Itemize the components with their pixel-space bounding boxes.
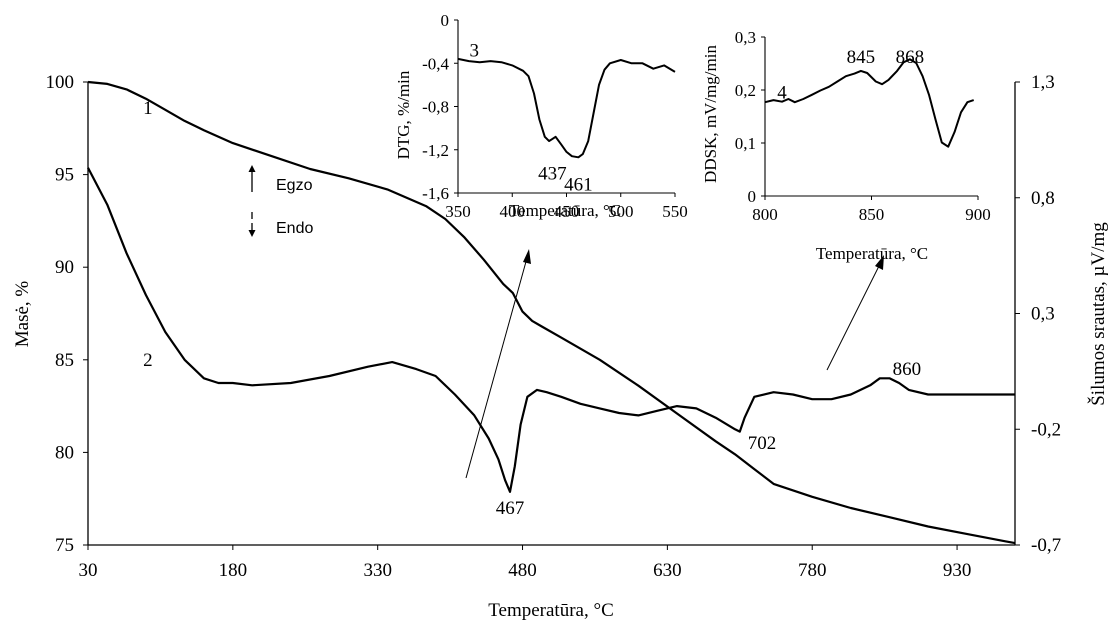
x-tick-label: 480 (508, 560, 537, 581)
ddsk-annotation-label: 845 (847, 47, 876, 68)
ddsk-x-tick-label: 850 (859, 205, 885, 224)
dtg-x-axis-title: Temperatūra, °C (509, 201, 621, 220)
ddsk-y-tick-label: 0,2 (735, 81, 756, 100)
y-tick-label: 100 (46, 72, 75, 93)
annotation-label: 1 (143, 98, 153, 119)
dtg-y-tick-label: -1,2 (422, 141, 449, 160)
ddsk-x-tick-label: 800 (752, 205, 778, 224)
main-chart: 30 180 330 480 630 780 930 75 80 85 90 95 100 -0,7 -… (12, 72, 1109, 621)
ddsk-y-tick-label: 0 (748, 187, 757, 206)
x-tick-label: 180 (219, 560, 248, 581)
ddsk-annotation-label: 4 (777, 83, 787, 104)
y-tick-label: 80 (55, 442, 74, 463)
y-tick-label: 85 (55, 350, 74, 371)
x-axis-title: Temperatūra, °C (488, 600, 614, 621)
ddsk-annotation-label: 868 (896, 47, 925, 68)
dtg-y-tick-label: 0 (441, 11, 450, 30)
x-tick-label: 30 (79, 560, 98, 581)
dtg-callout-arrowhead-icon (523, 249, 531, 264)
annotation-label: 2 (143, 350, 153, 371)
annotation-label: 702 (748, 433, 777, 454)
ddsk-inset-chart: 800 850 900 0 0,1 0,2 0,3 4 845 868 Temperatūra… (701, 28, 991, 263)
x-tick-label: 930 (943, 560, 972, 581)
dtg-callout-arrow (465, 257, 528, 479)
y2-tick-label: -0,7 (1031, 535, 1061, 556)
dtg-x-tick-label: 450 (554, 202, 580, 221)
dtg-y-tick-label: -0,4 (422, 54, 449, 73)
y-axis-title: Masė, % (12, 281, 33, 348)
annotation-label: 467 (496, 498, 525, 519)
ddsk-y-tick-label: 0,1 (735, 134, 756, 153)
dtg-annotation-label: 437 (538, 164, 567, 185)
dtg-y-tick-label: -0,8 (422, 98, 449, 117)
dtg-annotation-label: 3 (470, 40, 480, 61)
y-tick-label: 95 (55, 165, 74, 186)
dtg-x-tick-label: 500 (608, 202, 634, 221)
dtg-inset-chart: 350 400 450 500 550 -1,6 -1,2 -0,8 -0,4 0 3 43746… (394, 11, 688, 221)
dtg-x-tick-label: 350 (445, 202, 471, 221)
ddsk-y-axis-title: DDSK, mV/mg/min (701, 45, 720, 183)
y-tick-label: 75 (55, 535, 74, 556)
x-tick-label: 780 (798, 560, 827, 581)
y2-tick-label: 1,3 (1031, 72, 1055, 93)
heat-flow-direction-legend: Egzo Endo (248, 165, 313, 237)
dtg-y-axis-title: DTG, %/min (394, 70, 413, 159)
legend-egzo-label: Egzo (276, 177, 313, 194)
dtg-y-tick-label: -1,6 (422, 184, 449, 203)
x-tick-label: 330 (363, 560, 392, 581)
ddsk-callout-arrow (826, 263, 881, 371)
x-tick-label: 630 (653, 560, 682, 581)
dtg-series-line-3 (457, 57, 676, 159)
dtg-x-tick-label: 550 (662, 202, 688, 221)
egzo-arrowhead-icon (248, 165, 256, 172)
y2-tick-label: 0,3 (1031, 304, 1055, 325)
inset-callout-arrows (465, 249, 884, 479)
ddsk-x-tick-label: 900 (965, 205, 991, 224)
ddsk-callout-arrowhead-icon (875, 255, 884, 270)
y-tick-label: 90 (55, 257, 74, 278)
ddsk-x-axis-title: Temperatūra, °C (816, 244, 928, 263)
y2-axis-title: Šilumos srautas, µV/mg (1087, 222, 1109, 406)
ddsk-series-line-4 (764, 58, 975, 148)
dtg-x-tick-label: 400 (500, 202, 526, 221)
endo-arrowhead-icon (248, 230, 256, 237)
dtg-annotation-label: 461 (564, 174, 593, 195)
y2-tick-label: -0,2 (1031, 419, 1061, 440)
series-line-2 (87, 167, 1015, 493)
series-line-1 (87, 80, 1016, 545)
ddsk-y-tick-label: 0,3 (735, 28, 756, 47)
y2-tick-label: 0,8 (1031, 188, 1055, 209)
legend-endo-label: Endo (276, 220, 313, 237)
annotation-label: 860 (893, 359, 922, 380)
